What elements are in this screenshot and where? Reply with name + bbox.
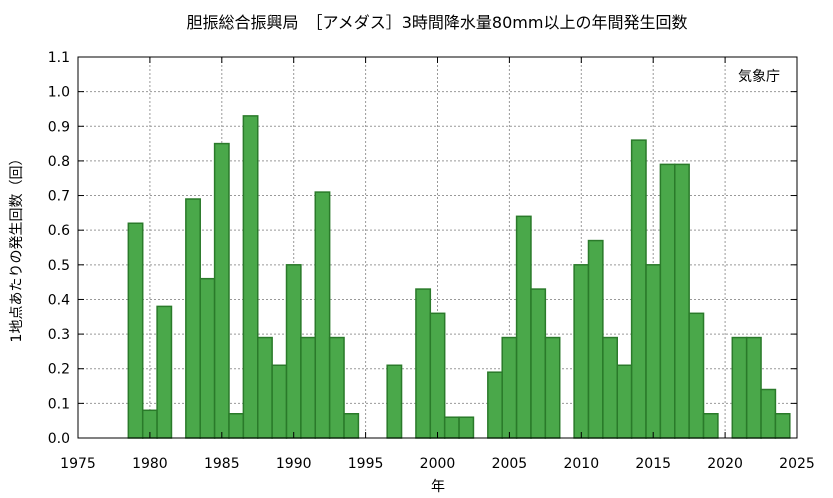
x-tick-label: 1990	[276, 456, 312, 472]
bar	[228, 413, 245, 439]
bar	[429, 312, 446, 439]
x-axis-title: 年	[431, 479, 445, 495]
y-tick-label: 0.4	[48, 292, 70, 308]
bar	[530, 288, 547, 439]
bar	[774, 413, 791, 439]
bar	[659, 163, 676, 439]
bar	[587, 239, 604, 439]
y-tick-label: 0.3	[48, 327, 70, 343]
bar	[314, 191, 331, 439]
y-tick-label: 0.9	[48, 119, 70, 135]
bar	[199, 277, 216, 439]
bar	[458, 416, 475, 439]
y-axis-title: 1地点あたりの発生回数（回）	[9, 152, 25, 343]
bar	[688, 312, 705, 439]
y-tick-label: 0.5	[48, 258, 70, 274]
bar	[127, 222, 144, 439]
bar	[501, 336, 518, 439]
bar	[415, 288, 432, 439]
bar	[674, 163, 690, 439]
bar	[242, 115, 259, 439]
bar	[645, 264, 662, 439]
x-tick-label: 2020	[707, 456, 743, 472]
y-tick-label: 0.1	[48, 396, 70, 412]
bar	[285, 264, 302, 439]
chart-title: 胆振総合振興局 ［アメダス］3時間降水量80mm以上の年間発生回数	[187, 13, 688, 32]
bars	[127, 115, 791, 439]
source-label: 気象庁	[738, 69, 780, 85]
y-tick-labels: 0.0 0.1 0.2 0.3 0.4 0.5 0.6 0.7 0.8 0.9 1.0 1.1	[48, 50, 70, 447]
x-tick-label: 2010	[563, 456, 599, 472]
x-tick-label: 1995	[348, 456, 384, 472]
y-tick-label: 0.0	[48, 431, 70, 447]
axis-ticks	[77, 56, 798, 439]
bar	[271, 364, 288, 439]
y-tick-label: 1.0	[48, 85, 70, 101]
bar	[602, 336, 618, 439]
bar	[156, 305, 173, 439]
y-tick-label: 0.6	[48, 223, 70, 239]
bar	[630, 139, 647, 439]
bar	[616, 364, 633, 439]
bar	[573, 264, 590, 439]
x-tick-label: 1980	[132, 456, 168, 472]
bar	[185, 198, 201, 439]
bar	[702, 413, 719, 439]
bar	[544, 336, 561, 439]
bar	[487, 371, 503, 439]
x-tick-label: 2015	[635, 456, 671, 472]
bar	[760, 388, 777, 439]
bar	[515, 215, 532, 439]
x-tick-label: 2000	[420, 456, 456, 472]
x-tick-labels: 1975 1980 1985 1990 1995 2000 2005 2010 2015 2020…	[60, 456, 815, 472]
y-tick-label: 0.7	[48, 189, 70, 205]
x-tick-label: 1975	[60, 456, 96, 472]
bar	[745, 336, 762, 439]
y-tick-label: 0.8	[48, 154, 70, 170]
bar	[257, 336, 273, 439]
bar	[386, 364, 403, 439]
bar	[443, 416, 460, 439]
y-tick-label: 1.1	[48, 50, 70, 66]
bar	[328, 336, 345, 439]
x-tick-label: 2025	[779, 456, 815, 472]
bar	[343, 413, 360, 439]
y-tick-label: 0.2	[48, 362, 70, 378]
bar	[731, 336, 748, 439]
x-tick-label: 1985	[204, 456, 240, 472]
x-tick-label: 2005	[492, 456, 528, 472]
bar	[213, 142, 230, 439]
bar	[300, 336, 317, 439]
